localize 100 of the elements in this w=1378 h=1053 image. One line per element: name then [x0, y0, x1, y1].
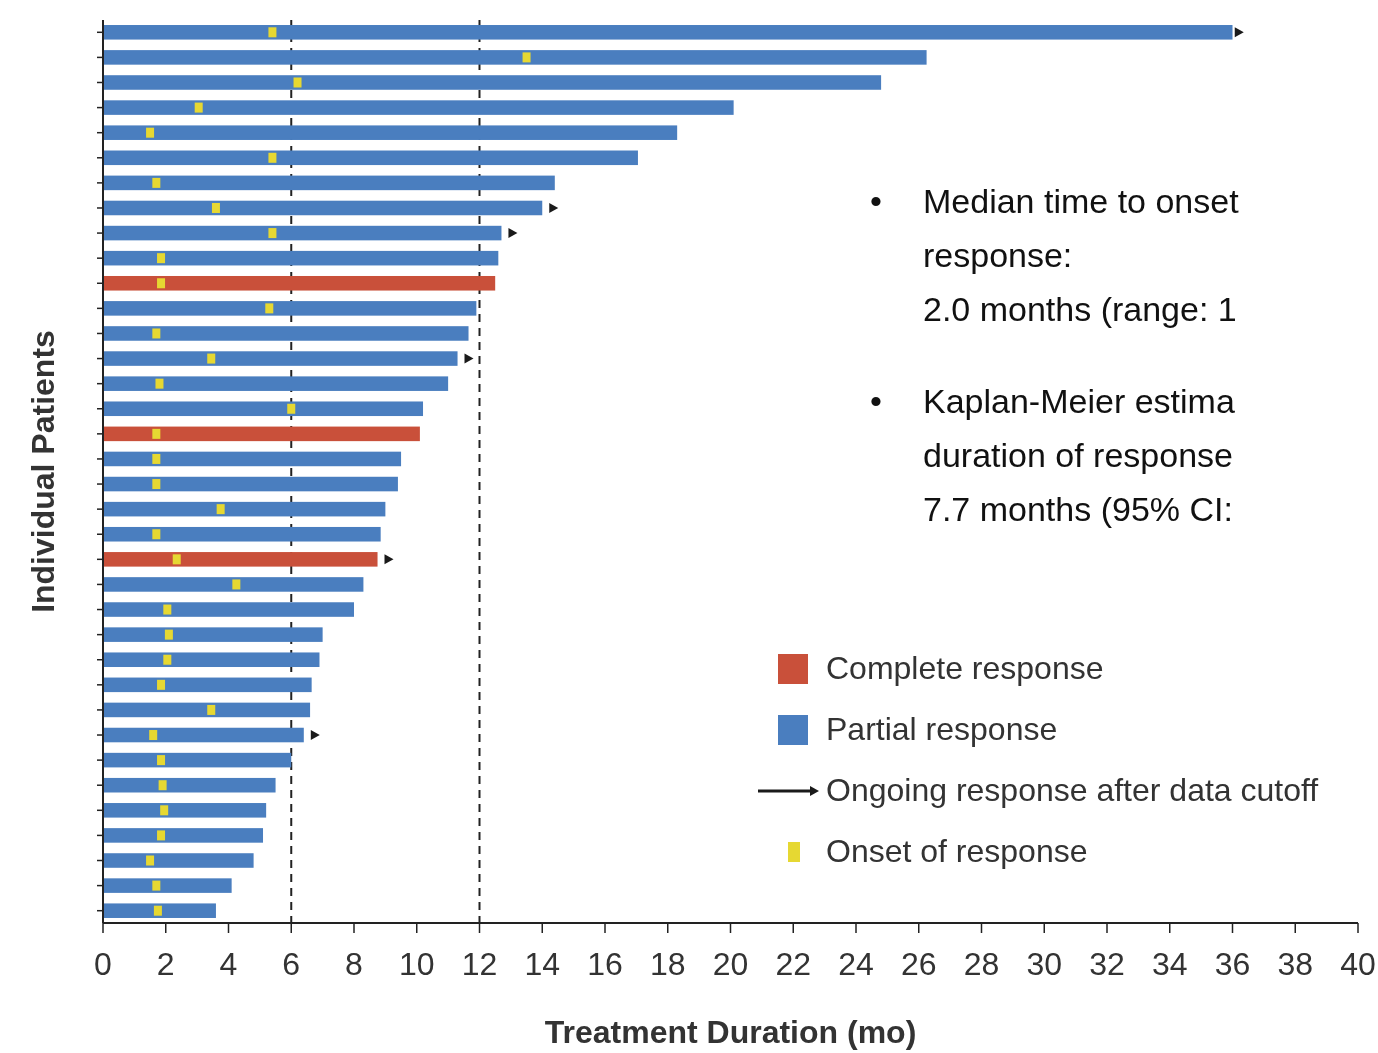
point	[522, 52, 531, 63]
bar	[103, 351, 458, 366]
point	[157, 755, 166, 766]
x-tick-label: 20	[712, 946, 749, 982]
bar	[103, 652, 320, 668]
bar	[103, 476, 398, 492]
point	[149, 730, 158, 741]
x-tick-label: 6	[282, 946, 301, 982]
point	[157, 679, 166, 690]
bar	[103, 803, 267, 818]
bar	[103, 552, 378, 567]
point	[153, 905, 162, 916]
point	[268, 228, 277, 239]
point	[152, 328, 161, 339]
x-tick-label: 38	[1277, 946, 1314, 982]
bar	[103, 250, 499, 266]
x-tick-label: 12	[461, 946, 498, 982]
point	[232, 579, 241, 590]
point	[310, 730, 320, 741]
bar	[103, 225, 502, 241]
x-axis-title: Treatment Duration (mo)	[544, 1014, 917, 1050]
point	[157, 830, 166, 841]
legend-label: Onset of response	[826, 833, 1088, 870]
point	[152, 428, 161, 439]
x-tick-label: 4	[219, 946, 238, 982]
x-tick-label: 18	[649, 946, 686, 982]
x-tick-label: 22	[775, 946, 812, 982]
point	[549, 202, 559, 213]
point	[194, 102, 203, 113]
x-tick-label: 28	[963, 946, 1000, 982]
point	[207, 704, 216, 715]
legend-label: Ongoing response after data cutoff	[826, 772, 1319, 809]
x-tick-label: 30	[1026, 946, 1063, 982]
x-tick-label: 24	[838, 946, 874, 982]
legend-label: Partial response	[826, 711, 1058, 748]
bar	[103, 501, 386, 517]
bar	[103, 275, 496, 291]
point	[172, 554, 181, 565]
point	[152, 529, 161, 540]
bar	[103, 50, 927, 65]
y-axis-title: Individual Patients	[25, 330, 61, 613]
point	[152, 177, 161, 188]
bar	[103, 175, 555, 191]
bar	[103, 777, 276, 793]
point	[152, 479, 161, 490]
bar	[103, 727, 304, 743]
point	[146, 855, 155, 866]
bar	[103, 125, 678, 140]
x-tick-label: 40	[1340, 946, 1376, 982]
bar	[103, 677, 312, 693]
x-tick-label: 32	[1089, 946, 1125, 982]
bar	[103, 828, 264, 843]
point	[508, 228, 518, 239]
bar	[103, 752, 292, 768]
point	[155, 378, 164, 389]
bar	[103, 526, 381, 542]
bar	[103, 75, 882, 90]
bar	[103, 451, 402, 467]
bar	[103, 903, 216, 918]
point	[265, 303, 274, 314]
point	[216, 504, 225, 515]
point	[293, 77, 302, 88]
bar	[103, 301, 477, 316]
point	[152, 453, 161, 464]
point	[163, 654, 172, 665]
bar	[103, 853, 254, 868]
point	[152, 880, 161, 891]
point	[158, 780, 167, 791]
bar	[103, 25, 1233, 40]
x-tick-label: 26	[900, 946, 937, 982]
bar	[103, 577, 364, 592]
x-tick-label: 2	[156, 946, 175, 982]
point	[163, 604, 172, 615]
text: • Kaplan-Meier estima duration of response 7.7 months (95% CI:	[870, 382, 1235, 528]
bar	[103, 150, 638, 166]
point	[211, 202, 220, 213]
point	[157, 253, 166, 264]
bar	[103, 627, 323, 642]
legend-label: Complete response	[826, 650, 1104, 687]
bar	[103, 376, 449, 391]
bar	[103, 426, 420, 442]
point	[207, 353, 216, 364]
bar	[103, 326, 469, 341]
bar	[103, 702, 311, 718]
point	[287, 403, 296, 414]
point	[160, 805, 169, 816]
text: • Median time to onset response: 2.0 months (range: 1	[870, 182, 1239, 328]
x-tick-label: 14	[524, 946, 561, 982]
point	[268, 27, 277, 38]
x-tick-label: 10	[398, 946, 435, 982]
point	[157, 278, 166, 289]
point	[1234, 27, 1244, 38]
x-tick-label: 36	[1214, 946, 1251, 982]
bar	[103, 878, 232, 893]
bar	[103, 200, 543, 216]
x-tick-label: 16	[587, 946, 623, 982]
x-tick-label: 0	[94, 946, 112, 982]
point	[268, 152, 277, 163]
bar	[103, 100, 734, 115]
x-tick-label: 8	[345, 946, 363, 982]
